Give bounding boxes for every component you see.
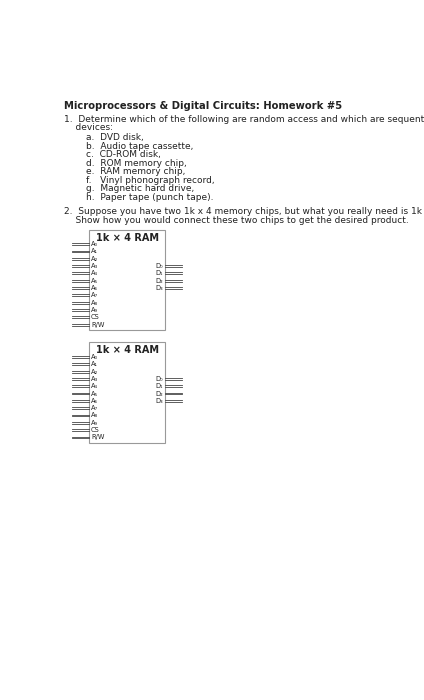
Text: Show how you would connect these two chips to get the desired product.: Show how you would connect these two chi…: [64, 216, 409, 225]
Text: d.  ROM memory chip,: d. ROM memory chip,: [86, 159, 186, 168]
Text: CS: CS: [91, 427, 100, 433]
Text: b.  Audio tape cassette,: b. Audio tape cassette,: [86, 141, 193, 150]
Text: h.  Paper tape (punch tape).: h. Paper tape (punch tape).: [86, 193, 213, 202]
Text: CS: CS: [91, 314, 100, 321]
Text: 1k × 4 RAM: 1k × 4 RAM: [95, 232, 159, 243]
Text: A₃: A₃: [91, 263, 98, 269]
Text: A₉: A₉: [91, 307, 98, 313]
Text: 1.  Determine which of the following are random access and which are sequential : 1. Determine which of the following are …: [64, 115, 424, 124]
Text: A₂: A₂: [91, 369, 98, 375]
Text: Microprocessors & Digital Circuits: Homework #5: Microprocessors & Digital Circuits: Home…: [64, 101, 342, 111]
Text: D₁: D₁: [156, 270, 163, 276]
Text: A₉: A₉: [91, 420, 98, 426]
Text: D₂: D₂: [155, 391, 163, 396]
Text: g.  Magnetic hard drive,: g. Magnetic hard drive,: [86, 184, 194, 193]
Text: c.  CD-ROM disk,: c. CD-ROM disk,: [86, 150, 160, 159]
Text: 1k × 4 RAM: 1k × 4 RAM: [95, 345, 159, 356]
Text: A₆: A₆: [91, 398, 98, 404]
Text: A₃: A₃: [91, 376, 98, 382]
Text: A₇: A₇: [91, 405, 98, 411]
Text: A₅: A₅: [91, 391, 98, 396]
Text: A₈: A₈: [91, 300, 98, 306]
Text: e.  RAM memory chip,: e. RAM memory chip,: [86, 167, 185, 176]
Bar: [89, 342, 165, 443]
Text: a.  DVD disk,: a. DVD disk,: [86, 133, 143, 142]
Text: 2.  Suppose you have two 1k x 4 memory chips, but what you really need is 1k x 8: 2. Suppose you have two 1k x 4 memory ch…: [64, 207, 424, 216]
Text: A₂: A₂: [91, 256, 98, 262]
Text: D₃: D₃: [156, 285, 163, 291]
Text: f.   Vinyl phonograph record,: f. Vinyl phonograph record,: [86, 176, 214, 185]
Text: A₆: A₆: [91, 285, 98, 291]
Text: A₁: A₁: [91, 248, 98, 255]
Text: A₇: A₇: [91, 293, 98, 298]
Text: D₀: D₀: [156, 376, 163, 382]
Text: A₄: A₄: [91, 383, 98, 389]
Text: A₁: A₁: [91, 361, 98, 368]
Text: A₄: A₄: [91, 270, 98, 276]
Text: R/W: R/W: [91, 321, 104, 328]
Text: R/W: R/W: [91, 435, 104, 440]
Text: A₀: A₀: [91, 354, 98, 360]
Text: D₁: D₁: [156, 383, 163, 389]
Text: A₀: A₀: [91, 241, 98, 247]
Text: D₃: D₃: [156, 398, 163, 404]
Text: D₂: D₂: [155, 278, 163, 284]
Text: devices:: devices:: [64, 123, 113, 132]
Bar: [89, 230, 165, 330]
Text: A₈: A₈: [91, 412, 98, 419]
Text: A₅: A₅: [91, 278, 98, 284]
Text: D₀: D₀: [156, 263, 163, 269]
